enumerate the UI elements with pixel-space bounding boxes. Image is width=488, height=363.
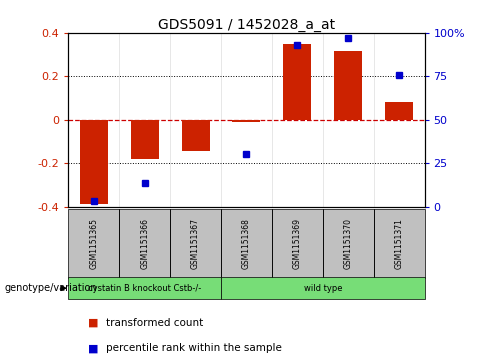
Bar (323, 209, 374, 278)
Text: genotype/variation: genotype/variation (5, 283, 98, 293)
Bar (385, 102, 413, 120)
Text: GSM1151365: GSM1151365 (89, 218, 98, 269)
Text: percentile rank within the sample: percentile rank within the sample (106, 343, 282, 354)
Text: cystatin B knockout Cstb-/-: cystatin B knockout Cstb-/- (88, 284, 201, 293)
Bar (170, 209, 221, 278)
Bar (221, 277, 425, 299)
Text: GSM1151371: GSM1151371 (395, 218, 404, 269)
Text: wild type: wild type (304, 284, 342, 293)
Text: GSM1151368: GSM1151368 (242, 218, 251, 269)
Bar (119, 209, 170, 278)
Text: ■: ■ (88, 343, 99, 354)
Title: GDS5091 / 1452028_a_at: GDS5091 / 1452028_a_at (158, 18, 335, 32)
Bar (334, 51, 362, 120)
Bar (68, 277, 221, 299)
Bar (68, 209, 119, 278)
Bar (272, 209, 323, 278)
Bar (284, 44, 311, 120)
Bar (80, 120, 108, 204)
Text: ■: ■ (88, 318, 99, 328)
Text: GSM1151370: GSM1151370 (344, 218, 353, 269)
Bar (221, 209, 272, 278)
Text: GSM1151366: GSM1151366 (140, 218, 149, 269)
Text: GSM1151367: GSM1151367 (191, 218, 200, 269)
Bar (182, 120, 209, 151)
Bar (131, 120, 159, 159)
Text: GSM1151369: GSM1151369 (293, 218, 302, 269)
Bar (232, 120, 261, 122)
Text: transformed count: transformed count (106, 318, 203, 328)
Bar (374, 209, 425, 278)
